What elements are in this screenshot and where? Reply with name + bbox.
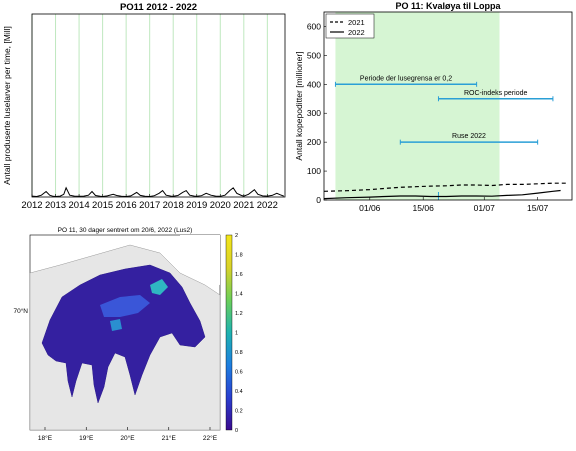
x-tick-label: 20°E [120, 434, 135, 442]
shaded-period [335, 12, 500, 200]
series-line [31, 186, 284, 198]
annotation-label: Ruse 2022 [452, 133, 486, 140]
legend-box [325, 13, 375, 39]
colorbar-tick-label: 0.8 [235, 350, 243, 356]
x-tick-label: 15/07 [527, 203, 549, 213]
annotation-label: ROC-indeks periode [464, 90, 528, 97]
y-tick-label: 0 [316, 195, 321, 205]
y-tick-label: 300 [307, 108, 321, 118]
x-tick-label: 2013 [45, 200, 66, 211]
x-tick-label: 2012 [21, 200, 42, 211]
plot-area [32, 14, 285, 197]
x-tick-label: 2018 [163, 200, 184, 211]
y-axis-label: Antall produserte luselarver per time, [… [2, 26, 12, 185]
x-tick-label: 2014 [68, 200, 89, 211]
y-tick-label: 500 [307, 50, 321, 60]
sea-area-mid [100, 295, 150, 317]
colorbar-tick-label: 0.6 [235, 370, 243, 376]
sea-area-hotspot [110, 319, 122, 331]
chart-po11-kvaloya-loppa: 0 100 200 300 400 500 600 01/06 15/06 01/07 15/07 P… [294, 1, 573, 213]
legend-label: 2021 [348, 18, 365, 27]
colorbar-tick-label: 2 [235, 233, 238, 239]
colorbar-tick-label: 1.2 [235, 311, 243, 317]
chart-po11-2012-2022: 2012 2013 2014 2015 2016 2017 2018 2019 2020 2021… [2, 2, 286, 211]
plot-frame [31, 13, 286, 198]
chart-title: PO 11: Kvaløya til Loppa [395, 1, 501, 11]
x-tick-label: 01/06 [359, 203, 381, 213]
colorbar-tick-label: 1.4 [235, 292, 243, 298]
y-tick-label: 100 [307, 166, 321, 176]
sea-area-high [150, 279, 168, 295]
x-tick-label: 15/06 [413, 203, 435, 213]
colorbar-tick-label: 0.2 [235, 409, 243, 415]
x-tick-label: 01/07 [474, 203, 496, 213]
y-tick-label: 600 [307, 21, 321, 31]
annotation-label: Periode der lusegrensa er 0,2 [360, 75, 452, 82]
y-tick-label: 70°N [13, 307, 28, 315]
series-line-2022 [323, 189, 561, 200]
y-axis-label: Antall kopepoditter [millioner] [294, 51, 304, 160]
series-line-2021 [323, 182, 569, 192]
x-tick-label: 22°E [203, 434, 218, 442]
plot-frame [323, 11, 573, 201]
colorbar-tick-label: 0 [235, 428, 238, 434]
colorbar-tick-label: 1.8 [235, 253, 243, 259]
y-tick-label: 200 [307, 137, 321, 147]
x-tick-label: 2017 [139, 200, 160, 211]
x-tick-label: 2016 [116, 200, 137, 211]
x-tick-label: 2020 [210, 200, 231, 211]
x-tick-label: 19°E [79, 434, 94, 442]
y-tick-label: 400 [307, 79, 321, 89]
x-tick-label: 21°E [162, 434, 177, 442]
colorbar [225, 234, 233, 431]
map-title: PO 11, 30 dager sentrert om 20/6, 2022 (… [58, 227, 193, 234]
colorbar-tick-label: 1.6 [235, 272, 243, 278]
x-tick-label: 2021 [233, 200, 254, 211]
x-tick-label: 2015 [92, 200, 113, 211]
open-sea [180, 235, 220, 285]
colorbar-tick-label: 1 [235, 331, 238, 337]
sea-area [41, 264, 206, 404]
x-tick-label: 2022 [257, 200, 278, 211]
x-tick-label: 2019 [186, 200, 207, 211]
chart-title: PO11 2012 - 2022 [120, 2, 197, 13]
colorbar-tick-label: 0.4 [235, 389, 243, 395]
x-tick-label: 18°E [38, 434, 53, 442]
map-po11-lus2: 18°E 19°E 20°E 21°E 22°E 70°N PO 11, 30 dager … [13, 227, 243, 442]
legend-label: 2022 [348, 28, 365, 37]
